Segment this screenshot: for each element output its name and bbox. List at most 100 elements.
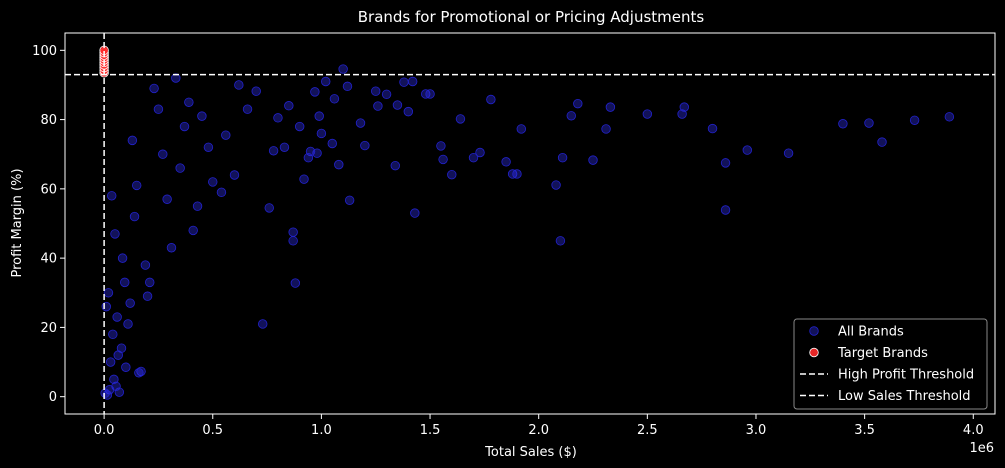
data-point-all-brands xyxy=(229,170,240,180)
threshold-layer xyxy=(65,33,995,414)
data-point-all-brands xyxy=(399,77,409,87)
y-tick-label: 80 xyxy=(40,113,57,128)
data-point-all-brands xyxy=(273,113,283,123)
legend: All Brands Target Brands High Profit Thres… xyxy=(793,318,988,410)
data-point-all-brands xyxy=(601,124,611,134)
data-point-all-brands xyxy=(127,135,138,146)
data-point-all-brands xyxy=(258,319,268,329)
x-tick-label: 2.5 xyxy=(637,423,658,438)
data-point-all-brands xyxy=(512,169,522,179)
data-point-all-brands xyxy=(864,118,874,128)
data-point-all-brands xyxy=(605,102,616,112)
x-axis: 0.0 0.5 1.0 1.5 2.0 2.5 3.0 3.5 4.0 xyxy=(94,414,984,438)
data-point-all-brands xyxy=(117,253,128,263)
data-point-all-brands xyxy=(329,94,340,104)
data-point-all-brands xyxy=(344,195,355,205)
data-point-all-brands xyxy=(555,236,566,246)
data-point-all-brands xyxy=(288,236,298,246)
data-point-all-brands xyxy=(153,104,164,114)
data-point-all-brands xyxy=(264,203,274,213)
data-point-all-brands xyxy=(179,121,190,132)
data-point-all-brands xyxy=(110,229,120,239)
data-point-all-brands xyxy=(338,64,348,74)
data-point-all-brands xyxy=(188,225,198,236)
x-tick-label: 0.0 xyxy=(94,423,115,438)
points-layer xyxy=(99,45,955,400)
x-tick-label: 1.0 xyxy=(311,423,332,438)
data-point-all-brands xyxy=(166,243,177,253)
data-point-all-brands xyxy=(294,121,305,132)
legend-label: Target Brands xyxy=(837,346,928,361)
data-point-all-brands xyxy=(334,159,344,170)
data-point-all-brands xyxy=(314,111,324,121)
data-point-all-brands xyxy=(557,152,568,163)
data-point-all-brands xyxy=(120,277,130,288)
y-tick-label: 0 xyxy=(49,390,57,405)
x-offset-label: 1e6 xyxy=(969,441,994,456)
data-point-all-brands xyxy=(279,142,290,153)
data-point-all-brands xyxy=(114,387,125,397)
data-point-all-brands xyxy=(142,291,153,301)
data-point-all-brands xyxy=(107,191,117,201)
data-point-all-brands xyxy=(642,109,653,119)
data-point-all-brands xyxy=(742,145,752,155)
data-point-all-brands xyxy=(192,201,203,211)
data-point-all-brands xyxy=(109,374,119,385)
data-point-all-brands xyxy=(103,288,114,298)
data-point-all-brands xyxy=(171,73,181,83)
x-tick-label: 4.0 xyxy=(963,423,984,438)
data-point-all-brands xyxy=(551,180,561,190)
data-point-all-brands xyxy=(566,111,576,121)
y-tick-label: 20 xyxy=(40,321,57,336)
data-point-all-brands xyxy=(371,86,381,96)
data-point-all-brands xyxy=(149,83,159,94)
x-tick-label: 2.0 xyxy=(528,423,549,438)
data-point-all-brands xyxy=(112,312,122,322)
legend-label: Low Sales Threshold xyxy=(838,389,971,404)
data-point-all-brands xyxy=(197,111,207,121)
data-point-all-brands xyxy=(129,211,140,222)
data-point-all-brands xyxy=(410,208,420,218)
y-axis-label: Profit Margin (%) xyxy=(10,168,25,277)
data-point-all-brands xyxy=(134,368,144,378)
data-point-all-brands xyxy=(132,180,142,191)
data-point-all-brands xyxy=(101,301,111,312)
data-point-all-brands xyxy=(355,118,366,128)
legend-box xyxy=(793,318,988,410)
data-point-all-brands xyxy=(184,97,194,107)
data-point-all-brands xyxy=(123,319,133,329)
data-point-all-brands xyxy=(783,148,794,158)
data-point-all-brands xyxy=(268,146,279,156)
legend-marker xyxy=(809,347,819,358)
legend-label: High Profit Threshold xyxy=(838,368,974,383)
y-axis: 0 20 40 60 80 100 xyxy=(32,44,65,405)
data-point-all-brands xyxy=(838,119,848,129)
data-point-all-brands xyxy=(221,130,231,140)
data-point-all-brands xyxy=(125,298,135,308)
x-axis-label: Total Sales ($) xyxy=(484,445,577,460)
data-point-all-brands xyxy=(158,149,168,159)
data-point-all-brands xyxy=(516,124,527,134)
data-point-all-brands xyxy=(100,388,110,398)
data-point-all-brands xyxy=(310,87,320,97)
data-point-all-brands xyxy=(121,362,131,372)
data-point-all-brands xyxy=(113,350,123,360)
data-point-all-brands xyxy=(284,101,294,111)
data-point-all-brands xyxy=(573,98,583,109)
data-point-all-brands xyxy=(242,104,253,114)
data-point-all-brands xyxy=(436,141,446,151)
data-point-all-brands xyxy=(145,277,155,288)
data-point-all-brands xyxy=(208,177,218,187)
data-point-all-brands xyxy=(162,194,172,204)
data-point-all-brands xyxy=(327,138,337,149)
chart-title: Brands for Promotional or Pricing Adjust… xyxy=(358,8,705,26)
data-point-all-brands xyxy=(455,114,466,124)
data-point-all-brands xyxy=(390,160,400,171)
data-point-all-brands xyxy=(251,86,261,96)
data-point-all-brands xyxy=(944,112,955,122)
data-point-all-brands xyxy=(108,329,118,340)
data-point-all-brands xyxy=(342,81,353,92)
data-point-all-brands xyxy=(288,227,298,237)
data-point-all-brands xyxy=(475,147,485,158)
